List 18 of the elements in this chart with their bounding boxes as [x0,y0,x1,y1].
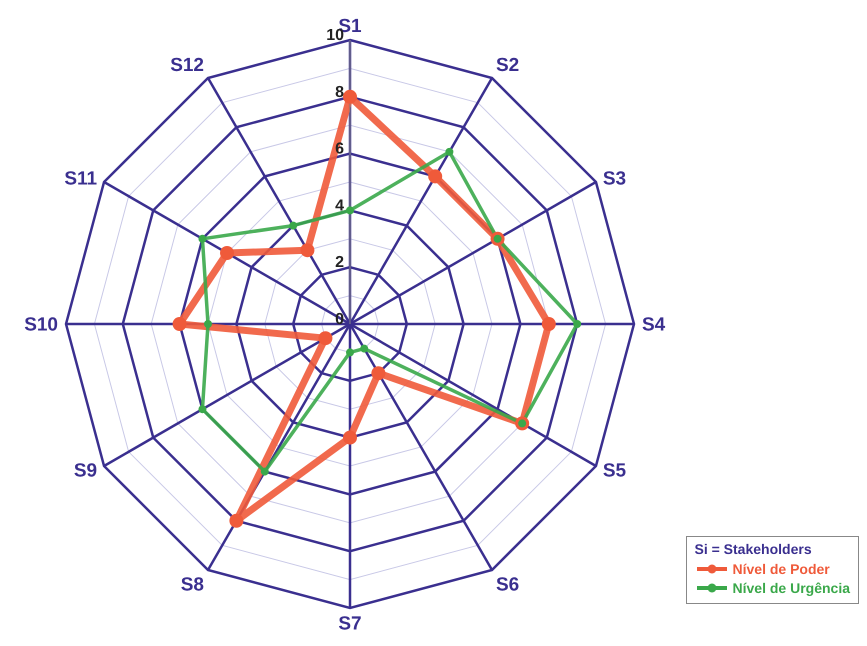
spoke-label: S10 [24,314,58,336]
spoke-label: S5 [602,460,627,482]
spoke-label: S6 [496,574,520,596]
legend-label: Nível de Urgência [732,580,850,596]
spoke-label: S7 [338,613,362,634]
spoke-label: S8 [180,574,204,596]
legend-title: Si = Stakeholders [694,541,813,557]
spoke-label: S2 [496,55,520,76]
spoke-label: S12 [170,55,204,76]
y-tick-label: 2 [335,254,344,272]
y-tick-label: 8 [335,84,344,101]
spoke-label: S11 [64,168,98,190]
spoke-label: S9 [74,460,98,482]
spoke-label: S3 [602,168,626,190]
legend-label: Nível de Poder [732,561,831,577]
spoke-label: S4 [642,314,666,336]
y-tick-label: 0 [335,311,344,328]
y-tick-label: 4 [335,197,344,214]
